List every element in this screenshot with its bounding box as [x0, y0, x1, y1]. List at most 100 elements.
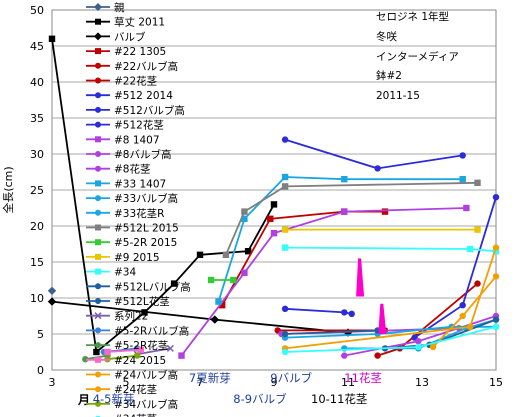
data-point [178, 352, 185, 359]
series [104, 352, 141, 363]
flower-spike-mark [356, 258, 365, 297]
legend-marker [95, 327, 101, 334]
legend-marker [95, 62, 101, 69]
series-lines [47, 35, 500, 363]
legend-label: #34バルブ高 [114, 398, 178, 411]
legend-label: #5-2Rバルブ高 [114, 324, 189, 337]
y-axis-label: 全長(cm) [1, 166, 15, 213]
legend-label: #512Lバルブ高 [114, 280, 191, 293]
legend-label: #5-2R花茎 [114, 339, 169, 352]
series [281, 244, 500, 255]
legend-label: #22 1305 [114, 46, 166, 58]
data-point [341, 352, 348, 359]
legend-marker [95, 253, 101, 260]
data-point [47, 297, 57, 306]
series [104, 346, 144, 356]
legend-marker [94, 312, 102, 320]
legend-marker [95, 92, 101, 99]
legend-label: #512L 2015 [114, 223, 179, 235]
legend-label: #512バルブ高 [114, 104, 185, 117]
data-point [281, 173, 289, 181]
legend-label: #512L花茎 [114, 295, 170, 308]
data-point [241, 215, 248, 222]
data-point [341, 309, 348, 316]
series [178, 204, 470, 359]
data-point [281, 183, 289, 190]
y-tick-label: 35 [30, 112, 44, 125]
month-annotation: 7夏新芽 [189, 371, 231, 385]
info-line: インターメディア [376, 50, 459, 63]
data-point [210, 315, 219, 324]
y-tick-label: 30 [30, 148, 44, 161]
legend-label: #8花茎 [114, 163, 151, 176]
data-point [281, 330, 289, 338]
legend-item: #8バルブ高 [86, 148, 171, 161]
data-point [47, 286, 57, 295]
data-point [492, 316, 500, 323]
series [281, 323, 500, 356]
legend-item: #33 1407 [86, 178, 166, 190]
data-point [166, 344, 174, 352]
data-point [415, 343, 422, 351]
x-tick-label: 15 [489, 376, 503, 389]
legend-label: #5-2R 2015 [114, 237, 177, 249]
legend-label: #33バルブ高 [114, 192, 178, 205]
flower-spike-mark [378, 303, 387, 334]
legend-marker [95, 356, 101, 363]
y-tick-label: 40 [30, 76, 44, 89]
legend-marker [95, 298, 101, 304]
data-point [474, 280, 481, 287]
y-tick-label: 25 [30, 184, 44, 197]
legend-marker [95, 151, 101, 157]
data-point [281, 305, 289, 312]
series [207, 276, 237, 284]
data-point [93, 348, 100, 356]
legend-item: #5-2R 2015 [86, 237, 177, 249]
legend-item: #24バルブ高 [86, 369, 178, 382]
data-point [415, 338, 422, 345]
data-point-stroke [166, 344, 174, 352]
data-point [170, 280, 178, 287]
legend-item: #24 2015 [86, 355, 166, 367]
legend-label: #8 1407 [114, 134, 160, 146]
y-tick-label: 20 [30, 220, 44, 233]
x-tick-label: 11 [341, 376, 355, 389]
data-point [281, 136, 289, 143]
data-point [241, 208, 248, 215]
data-point [466, 245, 474, 253]
gridlines [52, 9, 496, 371]
legend-label: #8バルブ高 [114, 148, 171, 161]
legend-item: #34 [86, 267, 136, 279]
data-point [222, 251, 230, 258]
y-tick-label: 10 [30, 292, 44, 305]
data-point [374, 165, 381, 172]
data-point [133, 352, 141, 359]
data-point [270, 230, 278, 237]
legend-marker [95, 386, 101, 393]
legend-marker [95, 342, 101, 349]
legend-label: #33 1407 [114, 178, 166, 190]
legend-marker [95, 400, 101, 407]
legend-label: #34 [114, 267, 136, 279]
legend-marker [95, 209, 101, 216]
data-point [341, 176, 348, 183]
series [281, 136, 466, 172]
data-point [137, 346, 144, 354]
legend-marker [95, 371, 101, 378]
legend-marker [94, 3, 102, 11]
series [47, 286, 57, 295]
legend-label: 親 [114, 1, 125, 14]
y-tick-label: 0 [37, 364, 44, 377]
data-point [492, 323, 500, 330]
x-axis-label: 月 [77, 393, 90, 407]
legend-label: #22花茎 [114, 75, 158, 88]
legend-item: #5-2Rバルブ高 [86, 324, 189, 337]
legend-marker [95, 283, 101, 290]
legend-item: #33バルブ高 [86, 192, 178, 205]
legend-item: #512L 2015 [86, 223, 179, 235]
legend-item: #8花茎 [86, 163, 151, 176]
y-tick-label: 5 [37, 328, 44, 341]
month-annotation: 8-9バルブ [233, 392, 287, 406]
